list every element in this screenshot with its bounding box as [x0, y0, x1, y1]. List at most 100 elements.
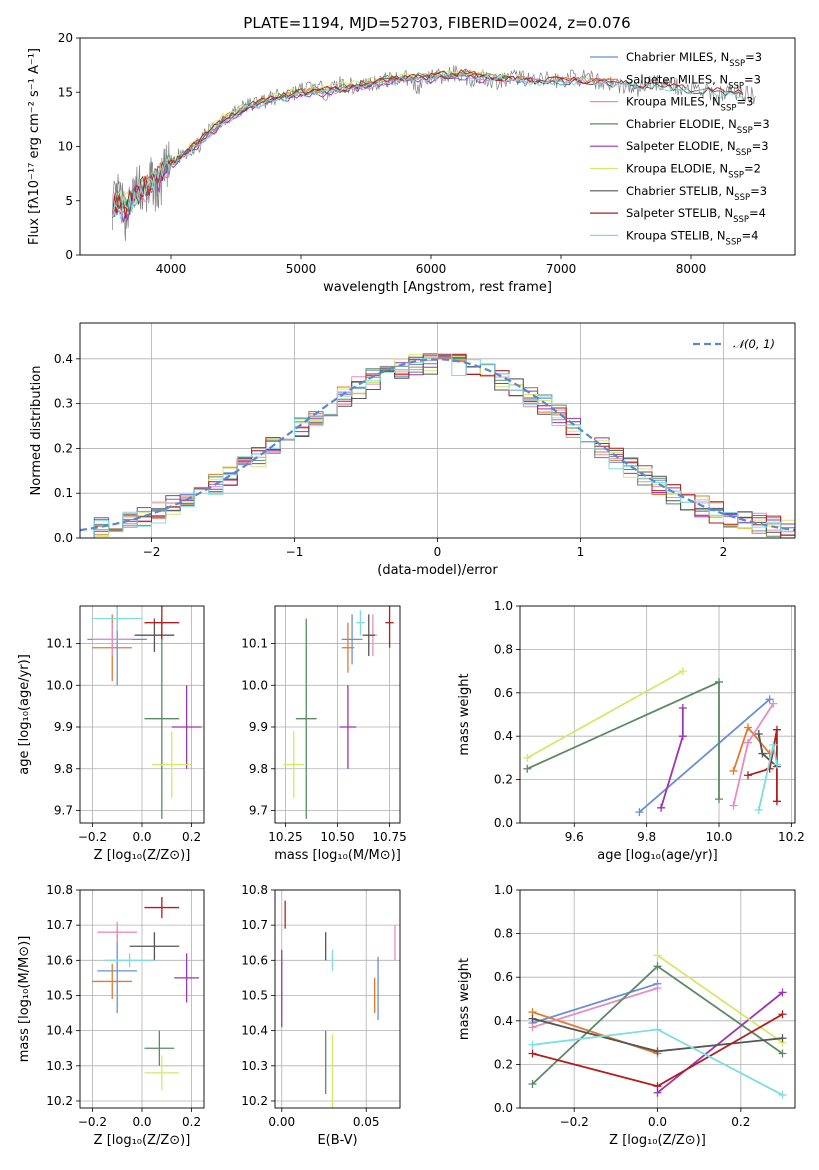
errorbar-point-chabrier-elodie [144, 618, 180, 819]
mass-vs-metallicity-panel: −0.2 0.0 0.2 10.2 10.3 10.4 10.5 10.6 10.7 10.8 Z … [17, 883, 205, 1148]
weight-vs-age-grid [520, 605, 795, 824]
y-tick-label: 9.9 [249, 720, 268, 734]
weight-marker [715, 795, 724, 804]
y-axis-label: mass weight [457, 958, 472, 1040]
y-tick-label: 0.4 [494, 1014, 513, 1028]
x-tick-label: −1 [286, 545, 304, 559]
errorbar-point-kroupa-stelib [104, 953, 155, 968]
y-tick-label: 5 [65, 194, 73, 208]
x-tick-label: 0.2 [731, 1115, 750, 1129]
x-tick-label: 10.50 [320, 830, 354, 844]
age-vs-mass-plot-area [283, 606, 394, 819]
weight-vs-age-ticks: 9.6 9.8 10.0 10.2 0.0 0.2 0.4 0.6 0.8 1.0 [494, 599, 805, 844]
errorbar-point-chabrier-elodie [144, 1030, 175, 1066]
errorbar-point-kroupa-stelib [356, 610, 365, 636]
weight-marker [635, 808, 644, 817]
mass-vs-ebv-plot-area [281, 900, 396, 1108]
weight-marker [528, 1014, 537, 1023]
y-tick-label: 10.6 [46, 953, 73, 967]
spectrum-line-salpeter-miles-n-ssp-3 [112, 70, 614, 215]
y-tick-label: 9.7 [249, 803, 268, 817]
y-tick-label: 9.7 [54, 803, 73, 817]
weight-marker [653, 1025, 662, 1034]
weight-marker [678, 732, 687, 741]
age-vs-mass-grid [275, 606, 400, 823]
errorbar-point-salpeter-stelib [385, 606, 394, 648]
legend-label-kroupa-stelib-n-ssp-4: Kroupa STELIB, NSSP=4 [626, 228, 758, 247]
legend-label-kroupa-miles-n-ssp-3: Kroupa MILES, NSSP=3 [626, 95, 753, 114]
weight-vs-age-axes-frame [519, 605, 796, 824]
weight-vs-z-grid [520, 889, 795, 1109]
weight-marker [715, 677, 724, 686]
weight-marker [769, 740, 778, 749]
y-axis-label: Normed distribution [29, 366, 44, 496]
weight-line [660, 708, 684, 809]
residual-legend: 𝒩(0, 1) [693, 337, 775, 351]
weight-marker [653, 1082, 662, 1091]
x-tick-label: 9.6 [565, 830, 584, 844]
residuals-ticks: −2 −1 0 1 2 0.0 0.1 0.2 0.3 0.4 [54, 352, 727, 559]
weight-marker [754, 730, 763, 739]
errorbar-point-kroupa-miles [92, 622, 133, 657]
gaussian-curve [80, 358, 795, 532]
x-axis-label: Z [log₁₀(Z/Z⊙)] [94, 1133, 191, 1148]
x-axis-label: Z [log₁₀(Z/Z⊙)] [609, 1133, 706, 1148]
mass-vs-ebv-ticks: 0.00 0.05 10.2 10.3 10.4 10.5 10.6 10.7 10.8 [241, 883, 379, 1129]
weight-series-kroupa-elodie [523, 667, 687, 762]
weight-line [532, 987, 658, 1029]
weight-marker [765, 764, 774, 773]
figure-title: PLATE=1194, MJD=52703, FIBERID=0024, z=0… [243, 14, 630, 32]
weight-line [757, 744, 778, 811]
errorbar-point-salpeter-stelib [144, 897, 180, 919]
weight-marker [657, 803, 666, 812]
y-tick-label: 10.1 [46, 637, 73, 651]
weight-series-salpeter-stelib [528, 1010, 787, 1091]
y-tick-label: 0 [65, 248, 73, 262]
errorbar-point-salpeter-miles [92, 963, 133, 999]
y-tick-label: 0.1 [54, 486, 73, 500]
x-tick-label: 0.05 [353, 1115, 380, 1129]
y-tick-label: 10.2 [241, 1094, 268, 1108]
weight-series-kroupa-stelib [528, 1025, 787, 1099]
weight-line [656, 991, 784, 1094]
age-vs-z-grid [80, 606, 204, 823]
legend-label-kroupa-elodie-n-ssp-2: Kroupa ELODIE, NSSP=2 [626, 162, 761, 181]
residuals-plot-area [80, 353, 795, 538]
x-axis-label: age [log₁₀(age/yr)] [597, 848, 718, 863]
y-tick-label: 10.4 [241, 1024, 268, 1038]
weight-series-chabrier-miles [528, 979, 662, 1027]
legend-label-salpeter-elodie-n-ssp-3: Salpeter ELODIE, NSSP=3 [626, 139, 769, 158]
weight-series-kroupa-stelib [754, 740, 781, 814]
spectrum-line-kroupa-stelib-n-ssp-4 [112, 73, 744, 221]
y-axis-label: mass weight [457, 673, 472, 755]
age-vs-z-ticks: −0.2 0.0 0.2 9.7 9.8 9.9 10.0 10.1 [46, 637, 201, 844]
spectrum-ticks: 4000 5000 6000 7000 8000 0 5 10 15 20 [58, 31, 707, 276]
weight-marker [778, 1034, 787, 1043]
weight-marker [653, 951, 662, 960]
x-axis-label: mass [log₁₀(M/M⊙)] [274, 848, 401, 863]
x-tick-label: 0.2 [182, 1115, 201, 1129]
y-tick-label: 10.7 [241, 918, 268, 932]
x-axis-label: Z [log₁₀(Z/Z⊙)] [94, 848, 191, 863]
x-tick-label: 4000 [156, 262, 187, 276]
mass-vs-ebv-axes-frame [274, 889, 401, 1109]
spectrum-line-kroupa-miles-n-ssp-3 [112, 72, 614, 218]
errorbar-point-kroupa-elodie [144, 1055, 180, 1091]
x-tick-label: 2 [720, 545, 728, 559]
weight-marker [778, 1010, 787, 1019]
weight-series-chabrier-miles [635, 695, 774, 817]
x-tick-label: 5000 [286, 262, 317, 276]
errorbar-point-kroupa-elodie [151, 731, 192, 798]
errorbar-point-chabrier-stelib [134, 618, 175, 652]
y-tick-label: 0.4 [54, 352, 73, 366]
weight-marker [778, 1049, 787, 1058]
y-tick-label: 1.0 [494, 883, 513, 897]
errorbar-point-chabrier-elodie [295, 618, 317, 819]
x-tick-label: 10.25 [268, 830, 302, 844]
x-tick-label: −0.2 [78, 1115, 107, 1129]
y-tick-label: 9.9 [54, 720, 73, 734]
errorbar-point-kroupa-stelib [92, 606, 142, 632]
weight-marker [528, 1023, 537, 1032]
residuals-axes-frame [79, 322, 796, 539]
